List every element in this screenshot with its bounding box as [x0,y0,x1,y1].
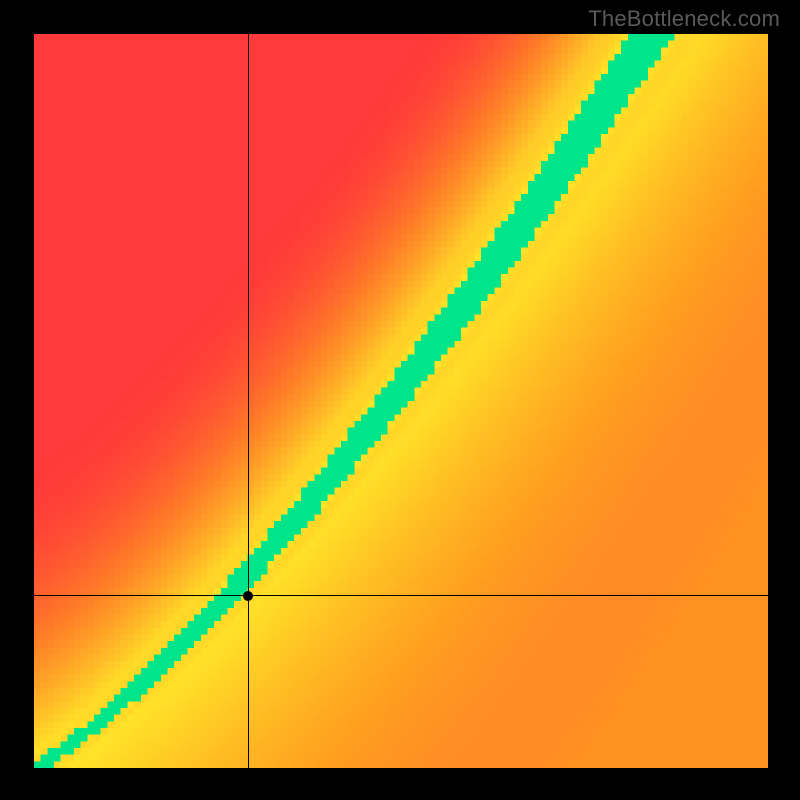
crosshair-horizontal [34,595,768,596]
crosshair-dot [243,591,253,601]
crosshair-vertical [248,34,249,768]
bottleneck-heatmap [34,34,768,768]
watermark-text: TheBottleneck.com [588,6,780,32]
chart-container: TheBottleneck.com [0,0,800,800]
